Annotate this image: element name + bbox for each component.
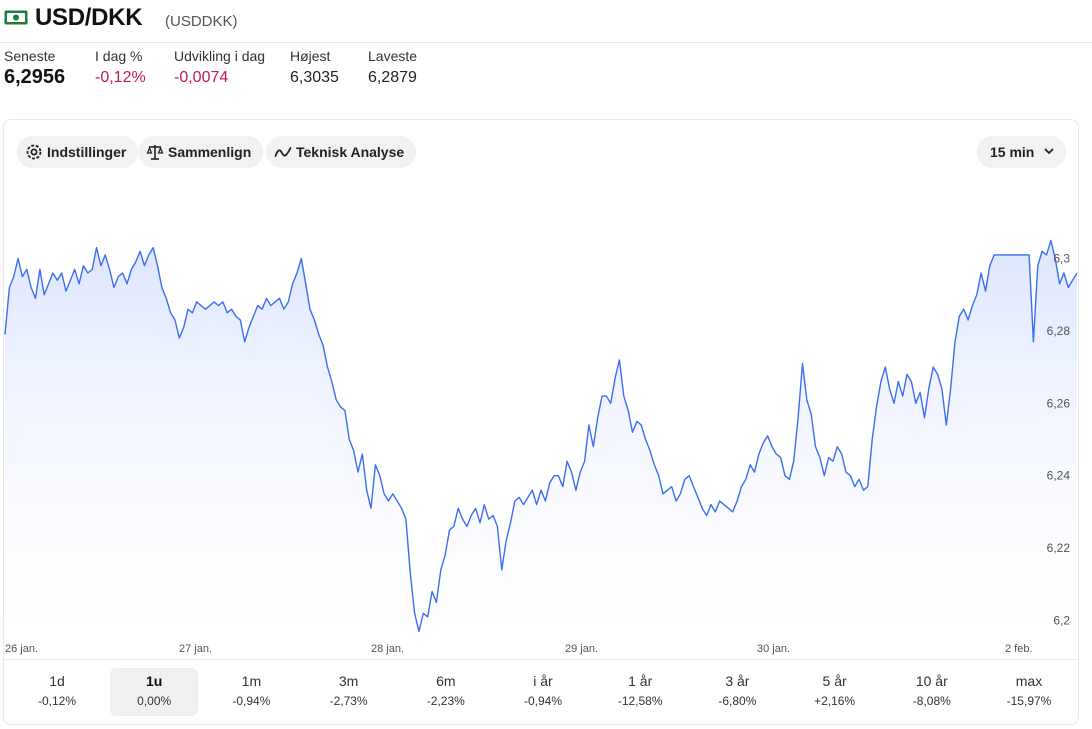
y-tick-label: 6,26 <box>1047 396 1071 410</box>
interval-select[interactable]: 15 min <box>977 136 1066 168</box>
banknote-icon <box>4 10 28 25</box>
stat-value: 6,2956 <box>4 66 66 88</box>
stat-today-change: Udvikling i dag -0,0074 <box>174 48 265 87</box>
stat-label: Seneste <box>4 48 56 64</box>
price-line <box>4 239 1078 633</box>
period-tab[interactable]: max -15,97% <box>985 668 1073 716</box>
period-tab[interactable]: 5 år +2,16% <box>791 668 879 716</box>
period-change: -8,08% <box>912 694 951 708</box>
settings-label: Indstillinger <box>47 144 127 160</box>
stat-value: -0,12% <box>95 69 146 86</box>
stat-latest: Seneste 6,2956 <box>4 48 65 89</box>
stat-label: Højest <box>290 48 331 64</box>
period-change: -0,12% <box>37 694 77 708</box>
settings-button[interactable]: Indstillinger <box>17 136 139 168</box>
chevron-down-icon <box>1044 148 1054 154</box>
period-change: -0,94% <box>232 694 271 708</box>
price-chart[interactable]: 6,3 6,28 6,26 6,24 6,22 6,2 26 jan. 27 jan. 28 … <box>4 120 1079 660</box>
stat-label: Udvikling i dag <box>174 48 266 64</box>
period-label: 1d <box>49 673 65 689</box>
compare-label: Sammenlign <box>168 144 252 160</box>
trend-line-icon <box>274 147 292 157</box>
period-tab[interactable]: 3m -2,73% <box>305 668 393 716</box>
y-tick-label: 6,22 <box>1047 541 1071 555</box>
period-label: 1 år <box>628 673 653 689</box>
compare-button[interactable]: Sammenlign <box>138 136 264 168</box>
period-label: 5 år <box>822 673 847 689</box>
stat-value: -0,0074 <box>174 69 229 86</box>
period-change: -15,97% <box>1006 694 1052 708</box>
period-tab[interactable]: 1m -0,94% <box>207 668 295 716</box>
x-tick-label: 26 jan. <box>5 643 38 655</box>
page-title: USD/DKK <box>35 4 143 31</box>
technical-analysis-label: Teknisk Analyse <box>296 144 405 160</box>
period-label: 1m <box>241 673 262 689</box>
period-change: -0,94% <box>523 694 563 708</box>
period-tab[interactable]: 1u 0,00% <box>110 668 199 716</box>
ticker-symbol: (USDDKK) <box>165 13 238 30</box>
technical-analysis-button[interactable]: Teknisk Analyse <box>266 136 417 168</box>
period-tab[interactable]: i år -0,94% <box>499 668 587 716</box>
chart-card: Indstillinger Sammenlign Teknisk Analyse… <box>3 119 1079 725</box>
gear-icon <box>26 144 42 160</box>
period-tab[interactable]: 1d -0,12% <box>13 668 101 716</box>
period-change: -2,23% <box>426 694 465 708</box>
period-change: +2,16% <box>814 694 856 708</box>
x-tick-label: 27 jan. <box>179 643 212 655</box>
stat-label: Laveste <box>368 48 418 64</box>
scale-icon <box>146 145 164 160</box>
period-label: 3 år <box>725 673 750 689</box>
period-tab[interactable]: 3 år -6,80% <box>693 668 781 716</box>
quote-stats: Seneste 6,2956 I dag % -0,12% Udvikling … <box>0 48 1092 108</box>
period-label: 3m <box>338 673 359 689</box>
x-tick-label: 30 jan. <box>757 643 790 655</box>
stat-value: 6,2879 <box>368 69 417 86</box>
period-label: 6m <box>436 673 456 689</box>
interval-label: 15 min <box>990 144 1035 160</box>
x-axis: 26 jan. 27 jan. 28 jan. 29 jan. 30 jan. 2 feb… <box>5 643 1033 655</box>
period-tab[interactable]: 1 år -12,58% <box>596 668 684 716</box>
instrument-header: USD/DKK (USDDKK) <box>0 0 1092 43</box>
period-label: 1u <box>146 673 163 689</box>
y-tick-label: 6,24 <box>1047 469 1071 483</box>
y-tick-label: 6,2 <box>1053 614 1070 628</box>
y-tick-label: 6,3 <box>1053 252 1070 266</box>
period-change: -6,80% <box>718 694 757 708</box>
period-change: -2,73% <box>329 694 368 708</box>
stat-today-pct: I dag % -0,12% <box>95 48 146 87</box>
period-change: 0,00% <box>137 694 172 708</box>
period-change: -12,58% <box>617 694 663 708</box>
stat-low: Laveste 6,2879 <box>368 48 417 87</box>
period-label: max <box>1015 673 1043 689</box>
period-label: i år <box>533 673 553 689</box>
period-tab[interactable]: 10 år -8,08% <box>888 668 976 716</box>
period-tab[interactable]: 6m -2,23% <box>402 668 490 716</box>
stat-label: I dag % <box>95 48 143 64</box>
y-axis: 6,3 6,28 6,26 6,24 6,22 6,2 <box>1047 252 1071 628</box>
x-tick-label: 28 jan. <box>371 643 404 655</box>
period-label: 10 år <box>915 673 948 689</box>
stat-high: Højest 6,3035 <box>290 48 339 87</box>
y-tick-label: 6,28 <box>1047 324 1071 338</box>
stat-value: 6,3035 <box>290 69 339 86</box>
x-tick-label: 29 jan. <box>565 643 598 655</box>
price-area-fill <box>5 240 1077 645</box>
period-selector: 1d -0,12% 1u 0,00% 1m -0,94% 3m -2,73% 6m -2,23% i… <box>4 659 1078 724</box>
x-tick-label: 2 feb. <box>1005 643 1033 655</box>
